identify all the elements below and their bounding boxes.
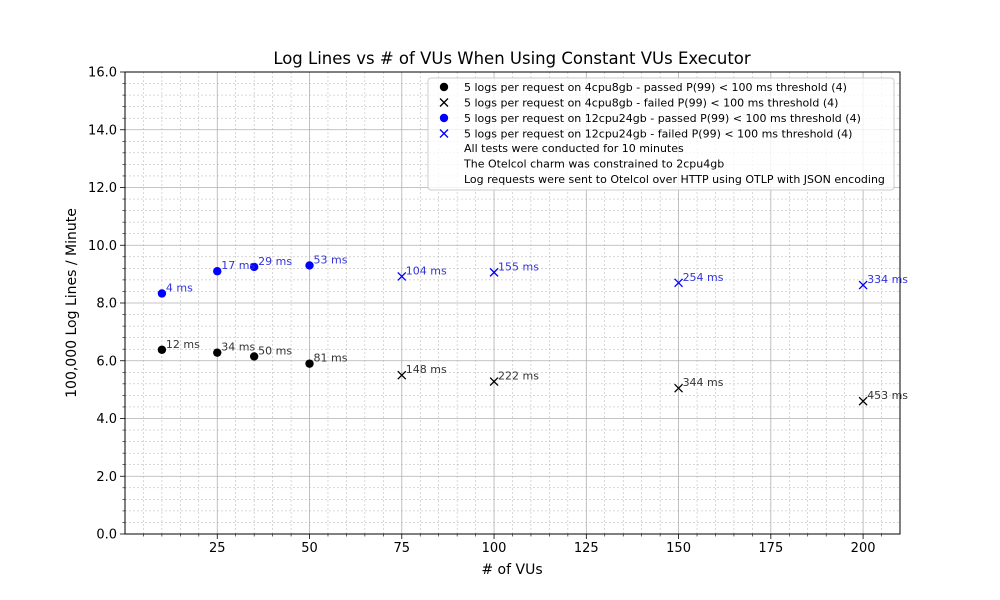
y-tick-label: 4.0 — [96, 412, 117, 427]
y-axis-title: 100,000 Log Lines / Minute — [64, 208, 80, 398]
x-tick-label: 125 — [574, 541, 599, 556]
data-point-x — [858, 280, 868, 290]
legend-entry-label: 5 logs per request on 4cpu8gb - passed P… — [464, 81, 847, 94]
legend-entry-label: 5 logs per request on 4cpu8gb - failed P… — [464, 97, 838, 110]
data-point-x — [674, 383, 684, 393]
marker-stroke — [674, 383, 684, 393]
x-tick-label: 175 — [758, 541, 783, 556]
x-tick-label: 150 — [666, 541, 691, 556]
x-tick-label: 25 — [209, 541, 226, 556]
data-point-x — [397, 370, 407, 380]
marker-stroke — [858, 280, 868, 290]
y-tick-label: 16.0 — [88, 66, 117, 81]
data-point-x — [858, 396, 868, 406]
axis-ticks — [120, 71, 882, 539]
x-tick-label: 75 — [394, 541, 411, 556]
legend-marker — [439, 113, 449, 123]
chart-title: Log Lines vs # of VUs When Using Constan… — [273, 49, 751, 68]
data-point-circle — [249, 262, 259, 272]
y-tick-label: 12.0 — [88, 181, 117, 196]
x-tick-label: 50 — [301, 541, 318, 556]
data-label: 34 ms — [221, 341, 255, 354]
y-tick-label: 0.0 — [96, 528, 117, 543]
marker-stroke — [397, 271, 407, 281]
data-label: 148 ms — [406, 363, 447, 376]
legend-entries: 5 logs per request on 4cpu8gb - passed P… — [439, 81, 861, 141]
data-label: 53 ms — [314, 253, 348, 266]
data-label: 453 ms — [867, 389, 908, 402]
data-point-circle — [213, 348, 222, 357]
data-point-circle — [305, 261, 314, 270]
y-tick-label: 6.0 — [96, 354, 117, 369]
data-point-x — [397, 271, 407, 281]
data-label: 104 ms — [406, 264, 447, 277]
data-label: 254 ms — [683, 271, 724, 284]
data-point-x — [489, 377, 499, 386]
y-tick-label: 8.0 — [96, 297, 117, 312]
legend: 5 logs per request on 4cpu8gb - passed P… — [427, 77, 895, 191]
data-point-x — [674, 278, 684, 288]
data-label: 17 ms — [221, 259, 255, 272]
marker-stroke — [439, 98, 449, 107]
marker-stroke — [397, 370, 407, 380]
data-label: 155 ms — [498, 260, 539, 273]
y-tick-labels: 0.0 2.0 4.0 6.0 8.0 10.0 12.0 14.0 16.0 — [88, 66, 117, 543]
data-marks — [157, 261, 868, 406]
data-point-circle — [157, 289, 167, 298]
data-label: 344 ms — [683, 376, 724, 389]
x-tick-labels: 25 50 75 100 125 150 175 200 — [209, 541, 876, 556]
data-label: 222 ms — [498, 370, 539, 383]
data-point-circle — [213, 267, 222, 276]
x-tick-label: 100 — [482, 541, 507, 556]
legend-marker — [439, 129, 449, 138]
legend-marker — [439, 82, 449, 92]
legend-marker — [439, 98, 449, 107]
data-point-circle — [249, 352, 259, 361]
marker-stroke — [489, 377, 499, 386]
legend-entry-label: 5 logs per request on 12cpu24gb - failed… — [464, 128, 852, 141]
y-tick-label: 10.0 — [88, 239, 117, 254]
legend-box — [427, 77, 895, 191]
x-tick-label: 200 — [851, 541, 876, 556]
data-labels: 12 ms 34 ms 50 ms 81 ms 148 ms 222 ms 344 ms 45… — [166, 253, 908, 402]
marker-stroke — [439, 129, 449, 138]
data-label: 12 ms — [166, 338, 200, 351]
y-tick-label: 14.0 — [88, 123, 117, 138]
legend-note: All tests were conducted for 10 minutes — [464, 142, 684, 155]
legend-note: Log requests were sent to Otelcol over H… — [464, 173, 885, 186]
marker-stroke — [489, 267, 499, 277]
data-label: 334 ms — [867, 273, 908, 286]
data-label: 29 ms — [258, 255, 292, 268]
marker-stroke — [674, 278, 684, 288]
data-point-circle — [157, 345, 167, 354]
data-label: 81 ms — [314, 352, 348, 365]
legend-entry-label: 5 logs per request on 12cpu24gb - passed… — [464, 112, 861, 125]
data-label: 4 ms — [166, 281, 193, 294]
marker-stroke — [858, 396, 868, 406]
data-point-circle — [305, 359, 314, 368]
data-point-x — [489, 267, 499, 277]
legend-note: The Otelcol charm was constrained to 2cp… — [463, 158, 724, 171]
data-label: 50 ms — [258, 344, 292, 357]
x-axis-title: # of VUs — [481, 562, 542, 578]
y-tick-label: 2.0 — [96, 470, 117, 485]
